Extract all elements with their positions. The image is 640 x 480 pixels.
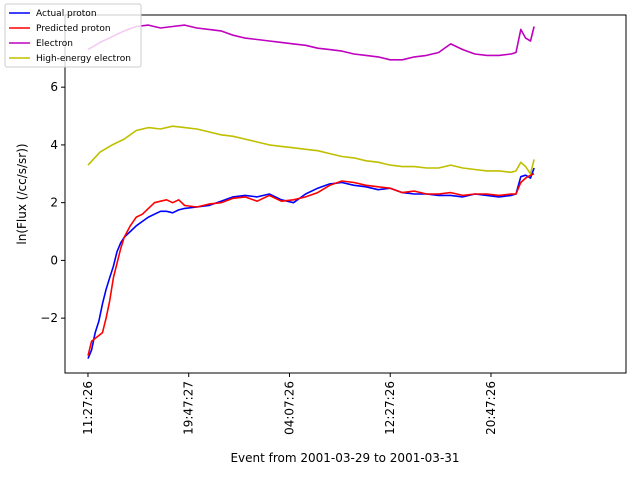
x-tick-label: 20:47:26 [484, 381, 498, 435]
series-layer [87, 24, 535, 359]
series-line-2 [87, 173, 535, 356]
series-line-1 [87, 167, 535, 359]
x-tick-label: 19:47:27 [182, 381, 196, 435]
x-tick-label: 04:07:26 [282, 381, 296, 435]
legend: Actual proton Predicted proton Electron Hig… [4, 3, 142, 68]
plot-frame [64, 14, 627, 374]
x-axis: 11:27:26 19:47:27 04:07:26 12:27:26 20:47:26 [81, 373, 498, 435]
y-tick-label: 2 [50, 196, 58, 210]
series-line-4 [87, 125, 535, 175]
legend-label: Actual proton [36, 9, 97, 19]
series-line-3 [87, 24, 535, 61]
y-tick-label: −2 [40, 311, 58, 325]
x-axis-label: Event from 2001-03-29 to 2001-03-31 [230, 451, 459, 465]
x-tick-label: 12:27:26 [383, 381, 397, 435]
x-tick-label: 11:27:26 [81, 381, 95, 435]
legend-box [4, 3, 142, 68]
legend-label: Predicted proton [36, 24, 111, 34]
y-axis: −2 0 2 4 6 [40, 80, 65, 325]
legend-label: High-energy electron [36, 54, 131, 64]
legend-label: Electron [36, 39, 73, 49]
y-tick-label: 0 [50, 253, 58, 267]
y-tick-label: 6 [50, 80, 58, 94]
y-tick-label: 4 [50, 138, 58, 152]
y-axis-label: ln(Flux (/cc/s/sr)) [15, 143, 29, 244]
